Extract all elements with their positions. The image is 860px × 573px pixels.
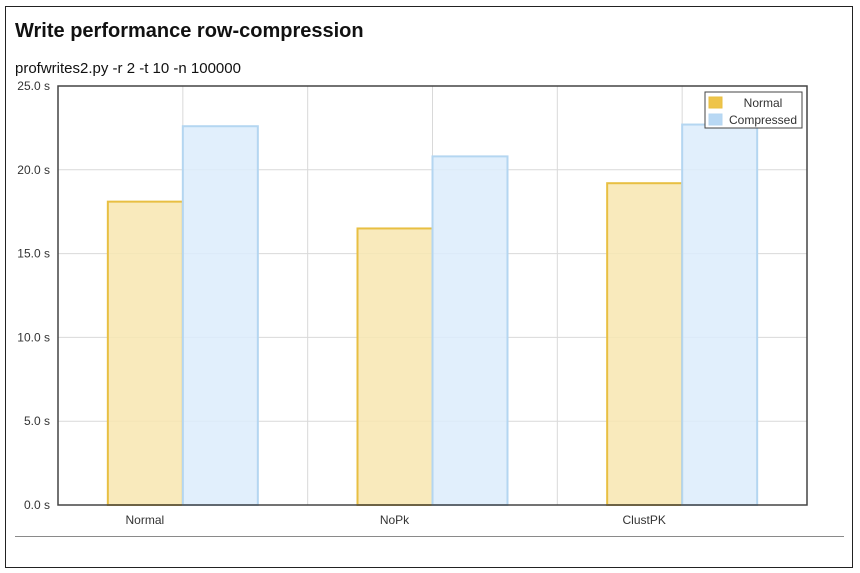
- bar-normal-nopk: [356, 227, 434, 507]
- x-tick-label: Normal: [125, 513, 164, 527]
- page-title: Write performance row-compression: [15, 20, 364, 42]
- bar-normal-normal: [106, 200, 184, 506]
- bar-compressed-clustpk: [681, 123, 759, 506]
- chart-subtitle: profwrites2.py -r 2 -t 10 -n 100000: [15, 60, 241, 77]
- x-tick-label: ClustPK: [622, 513, 665, 527]
- legend-swatch-compressed: [708, 113, 723, 126]
- legend-label-normal: Normal: [744, 96, 783, 110]
- axis-layer: 0.0 s 5.0 s 10.0 s 15.0 s 20.0 s 25.0 s Normal…: [17, 79, 808, 527]
- bar-normal-clustpk: [606, 182, 684, 506]
- legend-swatch-normal: [708, 96, 723, 109]
- y-tick-label: 0.0 s: [24, 498, 50, 512]
- y-tick-label: 15.0 s: [17, 247, 50, 261]
- legend: Normal Compressed: [704, 91, 803, 129]
- y-tick-label: 25.0 s: [17, 79, 50, 93]
- y-tick-label: 10.0 s: [17, 330, 50, 344]
- legend-label-compressed: Compressed: [729, 113, 797, 127]
- bar-compressed-normal: [181, 125, 259, 506]
- bar-layer: [106, 123, 759, 507]
- plot-border: [57, 85, 808, 506]
- footer-divider: [15, 536, 844, 537]
- y-tick-label: 5.0 s: [24, 414, 50, 428]
- x-tick-label: NoPk: [380, 513, 410, 527]
- y-tick-label: 20.0 s: [17, 163, 50, 177]
- bar-compressed-nopk: [431, 155, 509, 506]
